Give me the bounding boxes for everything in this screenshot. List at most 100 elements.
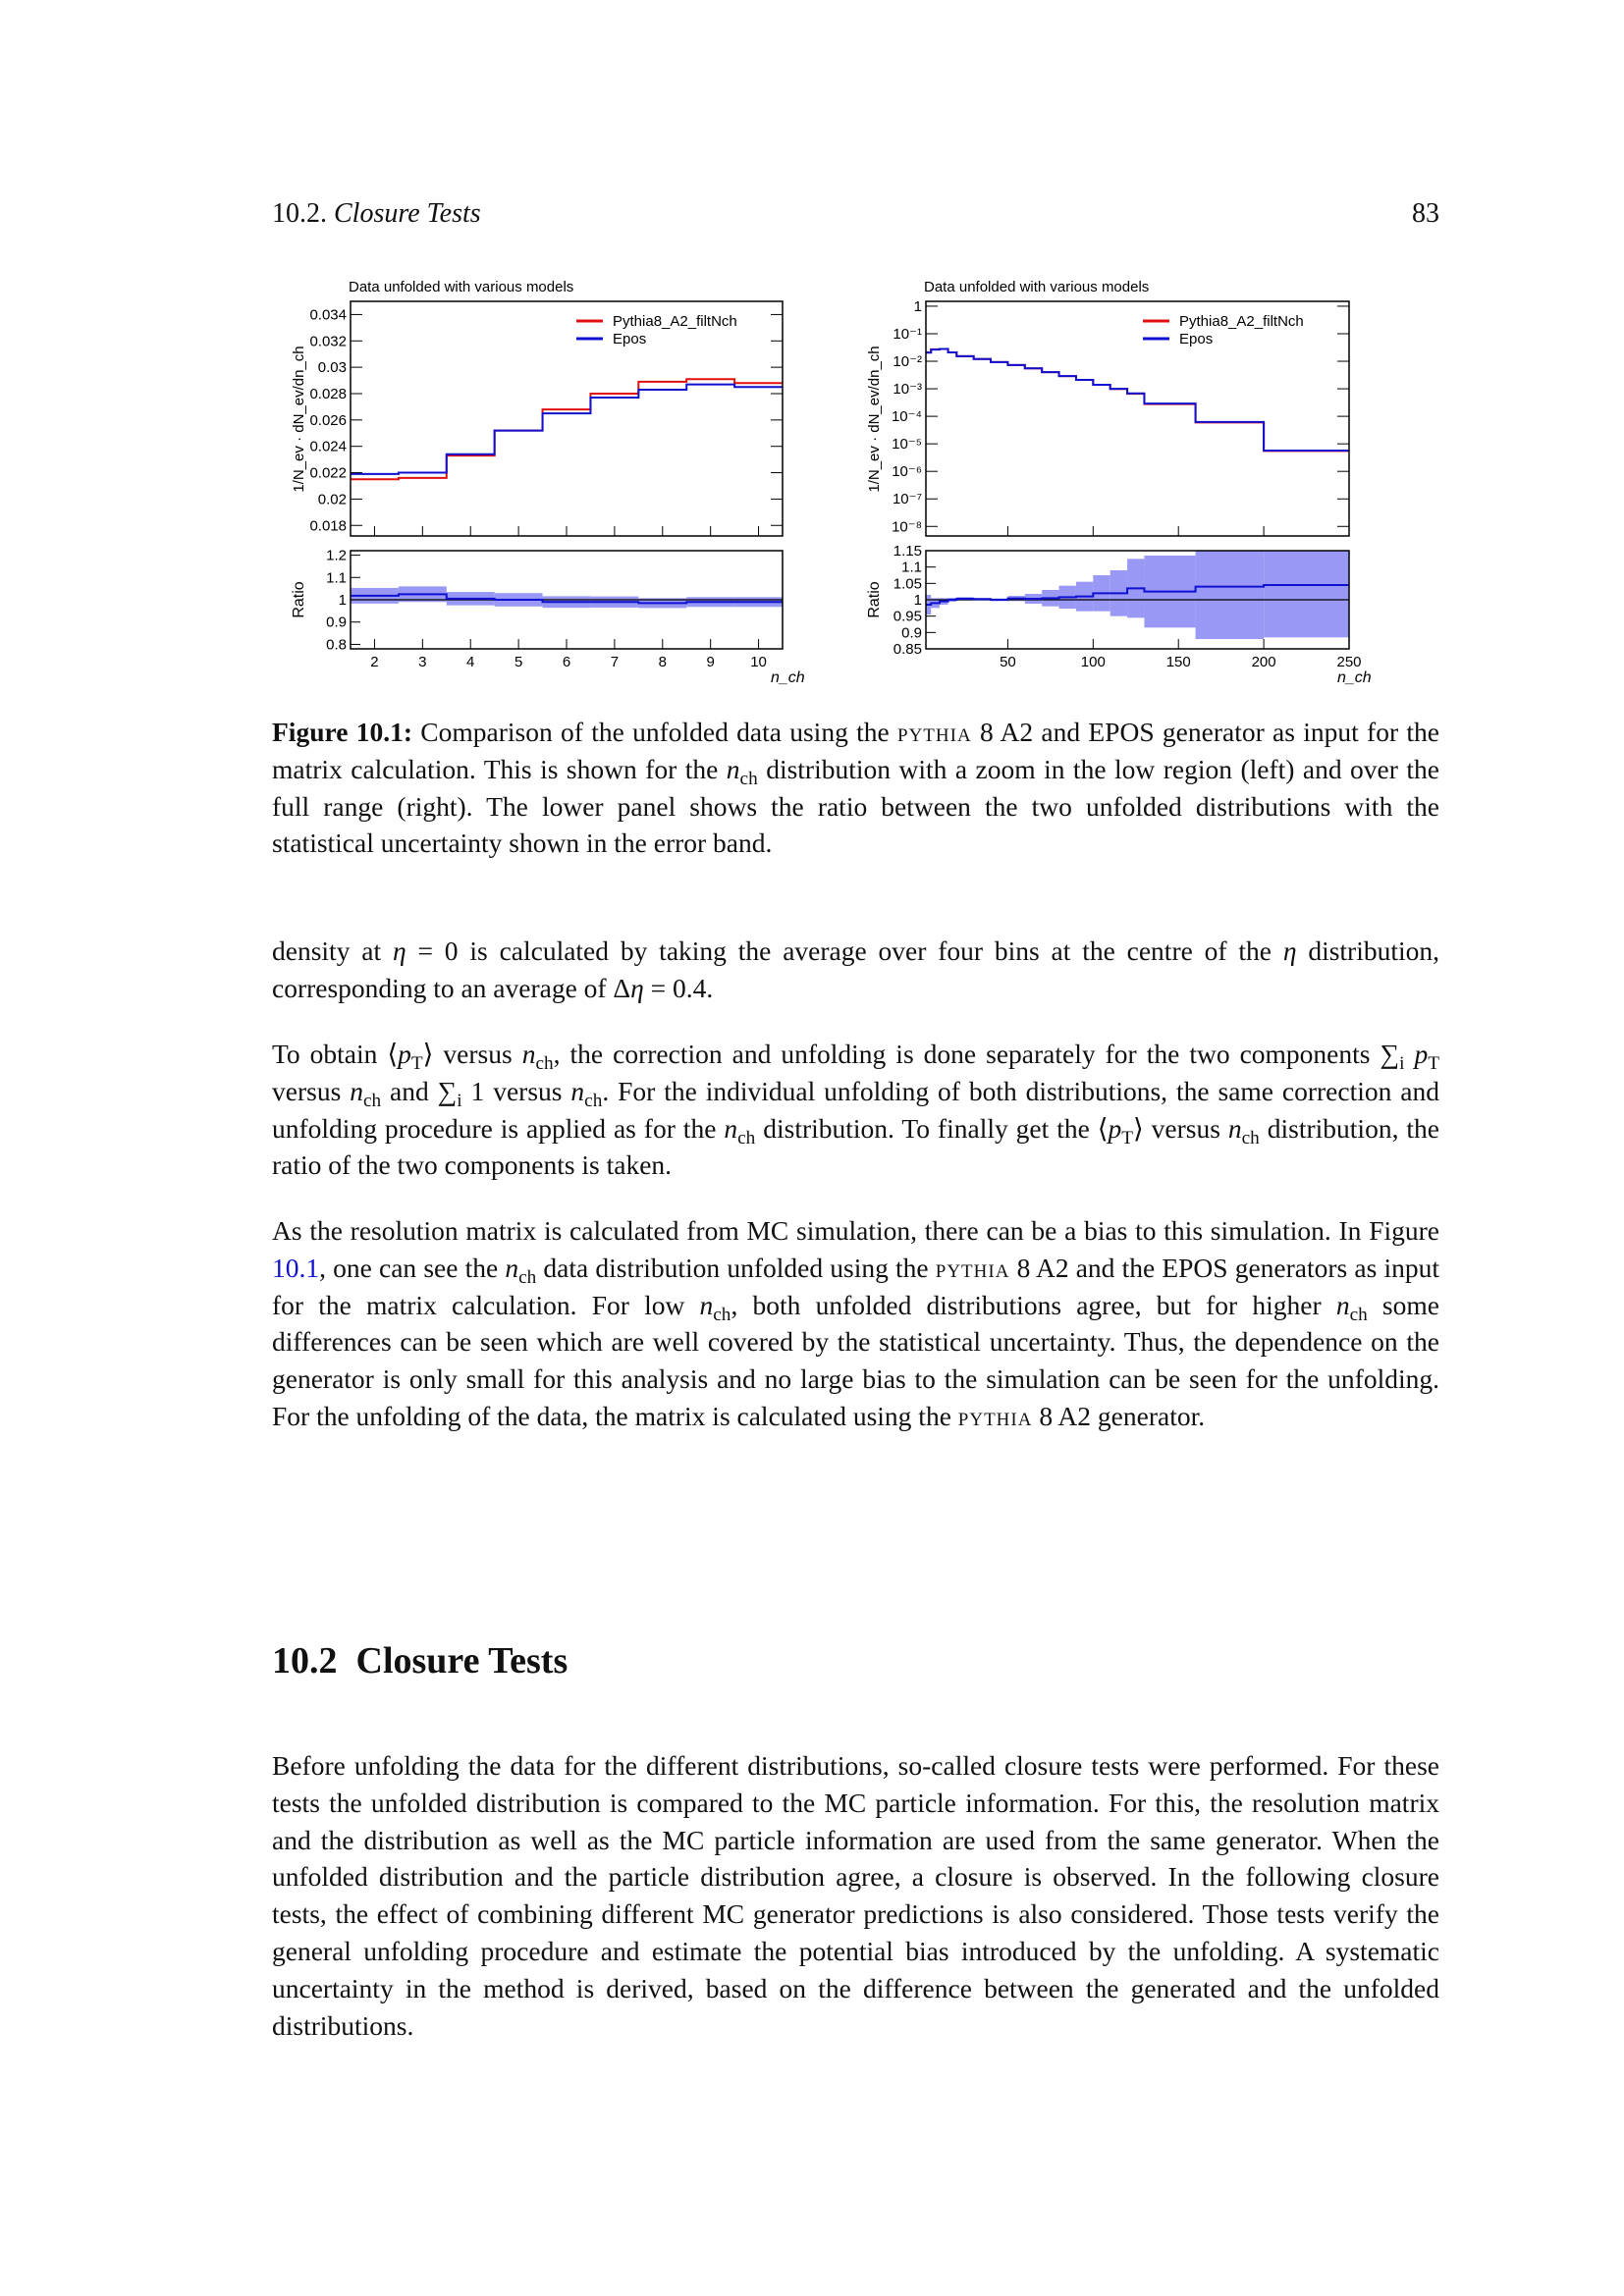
y-tick-label: 10⁻¹ xyxy=(893,326,922,343)
y-tick-label: 0.026 xyxy=(309,412,347,429)
text-run: To obtain ⟨ xyxy=(272,1039,399,1069)
series-line-pythia8_a2_filtnch xyxy=(351,378,783,481)
text-run: ⟩ versus xyxy=(1133,1112,1228,1144)
text-run: . For the individual unfolding of both d… xyxy=(272,1075,1439,1144)
ratio-y-tick-label: 1 xyxy=(339,592,347,609)
text-run: p xyxy=(398,1039,411,1069)
text-run: Before unfolding the data for the differ… xyxy=(272,1750,1439,2041)
x-axis-label: n_ch xyxy=(771,669,805,686)
series-line-epos xyxy=(926,347,1349,452)
x-tick-label: 200 xyxy=(1252,654,1276,670)
text-run: n xyxy=(726,753,740,784)
text-run: T xyxy=(1121,1127,1133,1148)
y-tick-label: 10⁻⁷ xyxy=(893,491,922,507)
text-run: some differences can be seen which are w… xyxy=(272,1289,1439,1431)
text-run: ⟩ versus xyxy=(422,1039,522,1069)
y-tick-label: 10⁻⁸ xyxy=(892,518,922,535)
text-run: ch xyxy=(584,1090,603,1111)
text-run: η xyxy=(392,935,406,966)
figure-caption: Figure 10.1: Comparison of the unfolded … xyxy=(272,714,1439,862)
text-run: = 0.4. xyxy=(643,972,714,1003)
text-run: pythia xyxy=(957,1400,1033,1431)
text-run: n xyxy=(699,1289,714,1320)
x-tick-label: 5 xyxy=(514,654,522,670)
ratio-y-tick-label: 0.8 xyxy=(326,636,347,653)
y-tick-label: 0.03 xyxy=(318,359,347,376)
legend-label: Epos xyxy=(613,331,646,347)
main-plot-frame xyxy=(925,300,1350,537)
main-plot-frame xyxy=(350,300,784,537)
text-run: η xyxy=(630,972,644,1003)
text-run: 8 A2 and EPOS generator as input for the… xyxy=(272,717,1440,784)
y-tick-label: 0.028 xyxy=(309,386,347,402)
ratio-error-band xyxy=(1195,551,1265,639)
paragraph: density at η = 0 is calculated by taking… xyxy=(272,933,1439,1007)
paragraph: To obtain ⟨pT⟩ versus nch, the correctio… xyxy=(272,1036,1439,1184)
ratio-y-tick-label: 0.95 xyxy=(893,609,922,625)
ratio-y-tick-label: 1.15 xyxy=(893,543,922,560)
ratio-axis-label: Ratio xyxy=(291,581,307,617)
running-header: 10.2. Closure Tests xyxy=(272,198,481,230)
y-tick-label: 0.034 xyxy=(309,306,347,323)
ratio-y-tick-label: 1.1 xyxy=(901,560,922,576)
y-tick-label: 0.022 xyxy=(309,465,347,482)
x-tick-label: 2 xyxy=(370,654,378,670)
text-run: ch xyxy=(1349,1304,1368,1325)
ratio-y-tick-label: 1 xyxy=(914,592,922,609)
y-tick-label: 10⁻³ xyxy=(893,381,922,398)
section-heading: 10.2 Closure Tests xyxy=(272,1639,568,1682)
series-line-epos xyxy=(351,383,783,475)
text-run: p xyxy=(1414,1039,1429,1069)
text-run: p xyxy=(1108,1112,1122,1144)
text-run: n xyxy=(505,1252,519,1283)
section-number: 10.2 xyxy=(272,1640,338,1682)
text-run: Figure 10.1: xyxy=(272,717,412,747)
ratio-y-tick-label: 0.85 xyxy=(893,641,922,658)
text-run: n xyxy=(1227,1112,1242,1144)
ratio-y-tick-label: 0.9 xyxy=(901,624,922,641)
text-run: η xyxy=(1282,935,1297,966)
chart-title: Data unfolded with various models xyxy=(924,279,1149,295)
text-run: pythia xyxy=(897,717,972,747)
text-run: n xyxy=(350,1075,363,1106)
y-tick-label: 10⁻⁶ xyxy=(892,463,922,480)
text-run: 1 versus xyxy=(461,1075,571,1106)
ratio-line-epos xyxy=(351,593,783,605)
text-run: distribution, the ratio of the two compo… xyxy=(272,1112,1439,1181)
ratio-axis-label: Ratio xyxy=(866,581,883,617)
ratio-line-epos xyxy=(926,584,1349,606)
y-tick-label: 0.032 xyxy=(309,333,347,349)
text-run: ch xyxy=(1241,1127,1260,1148)
text-run: n xyxy=(1335,1289,1350,1320)
text-run: ch xyxy=(737,1127,756,1148)
text-run: distribution, corresponding to an averag… xyxy=(272,935,1440,1003)
text-run: and ∑ xyxy=(381,1075,458,1106)
text-run: n xyxy=(521,1039,536,1069)
x-tick-label: 10 xyxy=(750,654,767,670)
text-run: , the correction and unfolding is done s… xyxy=(553,1039,1400,1069)
y-tick-label: 10⁻⁵ xyxy=(892,436,922,453)
text-run: , both unfolded distributions agree, but… xyxy=(731,1289,1336,1320)
x-tick-label: 250 xyxy=(1336,654,1361,670)
y-axis-label: 1/N_ev · dN_ev/dn_ch xyxy=(291,346,307,492)
chart-title: Data unfolded with various models xyxy=(349,279,573,295)
figure-link[interactable]: 10.1 xyxy=(272,1252,320,1283)
x-tick-label: 7 xyxy=(611,654,619,670)
text-run: ch xyxy=(518,1266,537,1288)
text-run: , one can see the xyxy=(319,1252,506,1283)
text-run: pythia xyxy=(935,1252,1010,1283)
ratio-y-tick-label: 0.9 xyxy=(326,614,347,631)
legend-label: Pythia8_A2_filtNch xyxy=(1179,313,1304,330)
text-run: = 0 is calculated by taking the average … xyxy=(406,935,1283,966)
text-run: ch xyxy=(362,1090,382,1111)
text-run: 8 A2 generator. xyxy=(1032,1400,1206,1431)
text-run: ch xyxy=(713,1304,731,1325)
text-run: Comparison of the unfolded data using th… xyxy=(411,717,897,747)
x-tick-label: 3 xyxy=(418,654,426,670)
x-tick-label: 6 xyxy=(563,654,570,670)
text-run: distribution with a zoom in the low regi… xyxy=(272,753,1439,859)
paragraph: As the resolution matrix is calculated f… xyxy=(272,1212,1439,1435)
text-run: ch xyxy=(535,1052,554,1074)
y-axis-label: 1/N_ev · dN_ev/dn_ch xyxy=(866,346,883,492)
x-tick-label: 4 xyxy=(466,654,474,670)
